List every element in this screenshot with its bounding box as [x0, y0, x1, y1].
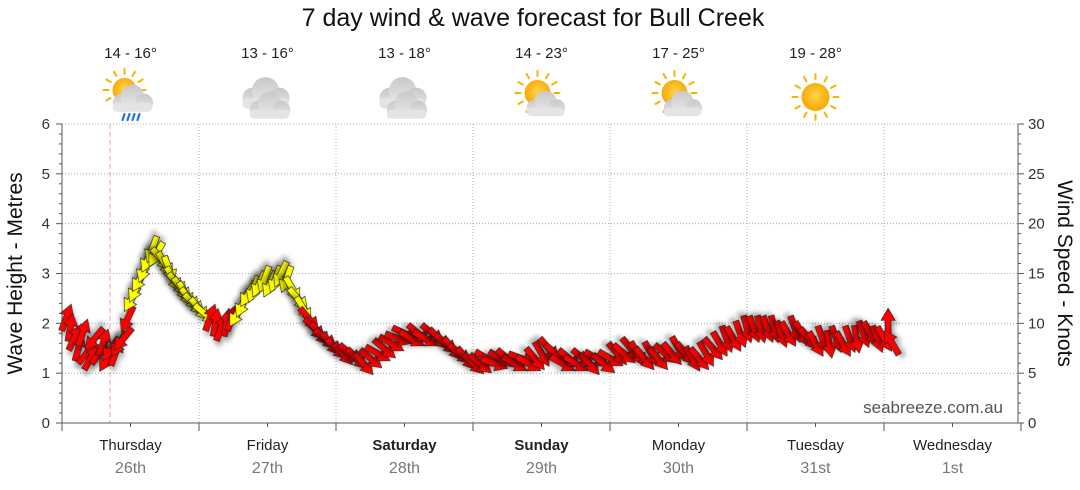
day-temp-label: 14 - 23°: [515, 45, 568, 62]
wind-arrow: [95, 328, 112, 357]
watermark-text: seabreeze.com.au: [863, 398, 1003, 417]
wind-arrows: [58, 234, 902, 376]
right-tick-label: 20: [1028, 216, 1045, 233]
wind-arrow: [84, 325, 107, 351]
day-date-label: 28th: [389, 460, 420, 477]
plot-grid: [62, 123, 1018, 423]
left-tick-label: 1: [42, 365, 50, 382]
day-name-label: Sunday: [514, 437, 569, 454]
left-tick-label: 3: [42, 266, 50, 283]
cloud-icon: [379, 77, 428, 119]
day-date-label: 29th: [526, 460, 557, 477]
day-temp-label: 19 - 28°: [789, 45, 842, 62]
chart-axes: [56, 123, 1024, 431]
day-date-label: 1st: [942, 460, 964, 477]
left-tick-label: 5: [42, 166, 50, 183]
cloud-icon: [242, 77, 291, 119]
left-tick-label: 2: [42, 315, 50, 332]
day-date-label: 26th: [115, 460, 146, 477]
weather-icons: [102, 68, 840, 122]
day-date-label: 30th: [663, 460, 694, 477]
wind-arrow: [74, 318, 91, 347]
sun-cloud-icon: [514, 70, 566, 117]
day-name-label: Monday: [652, 437, 706, 454]
day-name-label: Tuesday: [787, 437, 844, 454]
left-tick-label: 4: [42, 216, 50, 233]
right-tick-label: 25: [1028, 166, 1045, 183]
wind-arrow: [63, 312, 79, 343]
day-name-label: Thursday: [99, 437, 162, 454]
right-axis-title: Wind Speed - Knots: [1053, 180, 1076, 367]
right-tick-label: 5: [1028, 365, 1036, 382]
axis-labels: 0 1 2 3 4 5 6 0 5 10 15 20 25 30 Wave Height - Metres W…: [4, 45, 1076, 477]
right-tick-label: 15: [1028, 266, 1045, 283]
day-date-label: 31st: [800, 460, 831, 477]
wind-arrow: [884, 329, 902, 357]
day-name-label: Friday: [247, 437, 289, 454]
right-tick-label: 0: [1028, 415, 1036, 432]
left-tick-label: 6: [42, 116, 50, 133]
sun-cloud-rain-icon: [102, 68, 154, 122]
sun-cloud-icon: [651, 70, 703, 117]
left-axis-title: Wave Height - Metres: [4, 172, 27, 374]
right-tick-label: 30: [1028, 116, 1045, 133]
day-temp-label: 14 - 16°: [104, 45, 157, 62]
wind-arrow: [113, 325, 135, 351]
day-name-label: Wednesday: [913, 437, 992, 454]
left-tick-label: 0: [42, 415, 50, 432]
right-tick-label: 10: [1028, 315, 1045, 332]
day-temp-label: 13 - 16°: [241, 45, 294, 62]
day-name-label: Saturday: [372, 437, 437, 454]
day-temp-label: 13 - 18°: [378, 45, 431, 62]
chart-title: 7 day wind & wave forecast for Bull Cree…: [301, 4, 765, 32]
day-date-label: 27th: [252, 460, 283, 477]
day-temp-label: 17 - 25°: [652, 45, 705, 62]
sun-icon: [791, 73, 840, 121]
